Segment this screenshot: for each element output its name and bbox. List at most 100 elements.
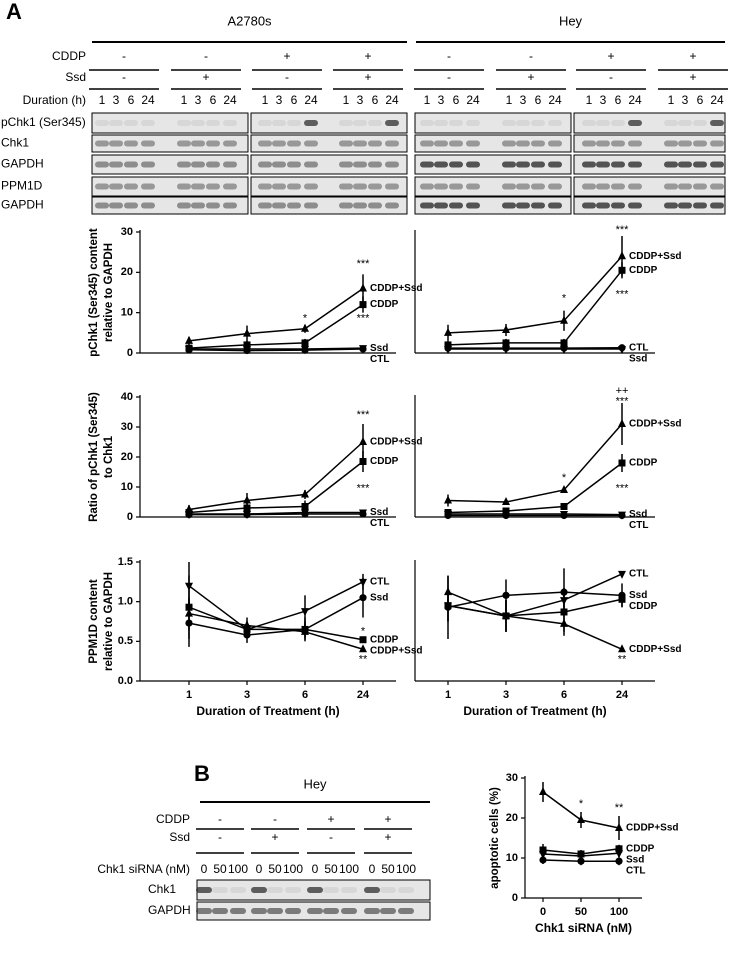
blot-band xyxy=(582,161,596,168)
treatment-sign: - xyxy=(447,49,451,63)
series-label: CDDP+Ssd xyxy=(629,644,682,655)
blot-band xyxy=(582,183,596,190)
blot-band xyxy=(339,140,353,147)
series-label: CDDP xyxy=(626,843,655,854)
duration-label: 24 xyxy=(385,93,399,107)
blot-band xyxy=(287,140,301,147)
treatment-sign: - xyxy=(447,70,451,84)
blot-band xyxy=(272,161,286,168)
blot-band xyxy=(420,120,434,126)
blot-band xyxy=(434,202,448,209)
dose-label: 100 xyxy=(228,862,248,876)
blot-label: Chk1 xyxy=(1,136,29,150)
blot-band xyxy=(596,161,610,168)
blot-band xyxy=(548,120,562,126)
cell-line-label: A2780s xyxy=(227,13,272,28)
marker xyxy=(243,510,251,519)
treatment-sign: + xyxy=(607,49,614,63)
series-label: CDDP xyxy=(370,299,399,310)
blot-band xyxy=(710,202,724,209)
blot-box xyxy=(250,134,408,153)
treatment-sign: - xyxy=(609,70,613,84)
annotation: *** xyxy=(616,482,630,494)
row-label: Chk1 siRNA (nM) xyxy=(97,862,190,876)
row-label: Ssd xyxy=(169,830,190,844)
series-line xyxy=(447,462,623,514)
blot-band xyxy=(611,183,625,190)
marker xyxy=(615,823,623,831)
series-line xyxy=(188,348,364,352)
blot-band xyxy=(664,120,678,126)
blot-box xyxy=(573,154,726,175)
blot-box xyxy=(91,176,249,197)
blot-band xyxy=(124,140,138,147)
marker xyxy=(444,495,452,504)
annotation: *** xyxy=(357,482,371,494)
blot-band xyxy=(502,140,516,147)
blot-band xyxy=(710,161,724,168)
x-tick-label: 24 xyxy=(616,689,629,701)
blot-band xyxy=(258,161,272,168)
blot-box xyxy=(91,134,249,153)
blot-band xyxy=(678,202,692,209)
blot-band xyxy=(710,183,724,190)
blot-band xyxy=(596,183,610,190)
dose-label: 100 xyxy=(283,862,303,876)
blot-label: pChk1 (Ser345) xyxy=(1,115,86,129)
annotation: ** xyxy=(359,653,368,665)
blot-box xyxy=(414,154,572,175)
blot-band xyxy=(272,183,286,190)
blot-band xyxy=(449,140,463,147)
treatment-sign: - xyxy=(122,70,126,84)
blot-band xyxy=(582,202,596,209)
blot-band xyxy=(434,120,448,126)
blot-band xyxy=(710,140,724,147)
marker xyxy=(359,437,367,445)
x-axis-label: Duration of Treatment (h) xyxy=(196,704,339,718)
blot-band xyxy=(385,120,399,126)
blot-band xyxy=(466,120,480,126)
y-axis-label: pChk1 (Ser345) content xyxy=(88,228,100,357)
series-label: Ssd xyxy=(629,590,647,601)
blot-band xyxy=(95,140,109,147)
series-line xyxy=(447,591,623,650)
blot-band xyxy=(380,887,396,893)
treatment-sign: + xyxy=(689,49,696,63)
row-label: Duration (h) xyxy=(23,93,86,107)
marker xyxy=(359,283,367,292)
marker xyxy=(359,301,367,309)
marker xyxy=(301,346,309,354)
y-tick-label: 40 xyxy=(121,391,133,403)
blot-band xyxy=(678,140,692,147)
x-tick-label: 1 xyxy=(445,689,451,701)
blot-band xyxy=(516,202,530,209)
treatment-sign: - xyxy=(285,70,289,84)
blot-band xyxy=(272,202,286,209)
blot-band xyxy=(502,183,516,190)
blot-band xyxy=(502,202,516,209)
annotation: *** xyxy=(357,313,371,325)
treatment-sign: + xyxy=(364,49,371,63)
marker xyxy=(502,497,510,505)
series-line xyxy=(447,269,623,346)
marker xyxy=(243,620,251,629)
duration-label: 6 xyxy=(372,93,379,107)
duration-label: 1 xyxy=(262,93,269,107)
dose-label: 100 xyxy=(339,862,359,876)
blot-band xyxy=(548,183,562,190)
series-line xyxy=(188,441,364,511)
marker xyxy=(301,339,309,347)
series-label: CTL xyxy=(626,865,645,876)
series-label: CDDP+Ssd xyxy=(370,283,423,294)
blot-band xyxy=(109,161,123,168)
series-label: CDDP+Ssd xyxy=(629,419,682,430)
blot-label: Chk1 xyxy=(148,882,176,896)
blot-box xyxy=(414,196,572,215)
blot-band xyxy=(678,120,692,126)
blot-band xyxy=(516,183,530,190)
y-axis-label: relative to GAPDH xyxy=(103,572,115,671)
blot-label: GAPDH xyxy=(1,157,44,171)
marker xyxy=(301,323,309,332)
blot-band xyxy=(287,120,301,126)
